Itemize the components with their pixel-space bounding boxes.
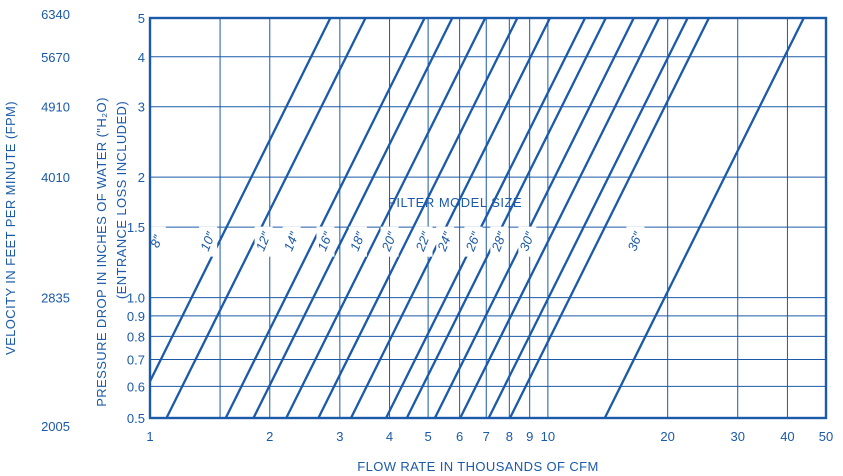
series-label-bg-28 [490,226,509,257]
y-tick-label-4: 4 [138,50,145,65]
series-line-20 [349,18,551,418]
x-tick-labels: 1 2 3 4 5 6 7 8 9 10 20 30 40 50 [146,429,833,444]
series-line-24 [405,18,607,418]
x-tick-label-20: 20 [660,429,674,444]
series-label-22: 22″ [412,229,434,254]
series-label-bg-36 [626,226,645,257]
x-tick-label-30: 30 [730,429,744,444]
series-line-8 [150,18,332,384]
y-axis-label: PRESSURE DROP IN INCHES OF WATER ("H₂O) [94,97,109,407]
series-label-bg-26 [464,226,483,257]
x-tick-label-4: 4 [386,429,393,444]
y-tick-label-0.5: 0.5 [127,411,145,426]
y2-tick-labels: 2005 2835 4010 4910 5670 6340 [41,7,70,434]
y-tick-label-1.0: 1.0 [127,291,145,306]
series-label-bg-18 [348,226,367,257]
y-tick-label-0.6: 0.6 [127,379,145,394]
series-label-26: 26″ [462,229,484,254]
y2-tick-label-5670: 5670 [41,50,70,65]
x-tick-label-1: 1 [146,429,153,444]
y-tick-label-1.5: 1.5 [127,220,145,235]
x-tick-label-10: 10 [541,429,555,444]
series-line-32 [508,18,710,418]
x-tick-label-6: 6 [456,429,463,444]
y-tick-label-2: 2 [138,170,145,185]
series-label-bg-24 [436,226,455,257]
series-label-12: 12″ [253,229,274,253]
x-tick-label-8: 8 [506,429,513,444]
series-line-26 [433,18,635,418]
series-label-30: 30″ [516,229,537,253]
x-tick-label-9: 9 [526,429,533,444]
series-line-12 [224,18,426,418]
series-label-16: 16″ [314,229,335,253]
x-tick-label-5: 5 [424,429,431,444]
series-label-bg-30 [518,226,537,257]
series-line-28 [459,18,661,418]
series-label-bg-8 [147,226,166,257]
series-line-14 [252,18,454,418]
series-label-18: 18″ [347,229,368,253]
x-tick-label-2: 2 [266,429,273,444]
plot-frame [148,16,828,420]
y2-tick-label-4910: 4910 [41,100,70,115]
series-line-16 [285,18,487,418]
series-label-14: 14″ [281,229,302,253]
series-label-20: 20″ [378,229,400,254]
filter-labels: 8″ 10″ 12″ 14″ 16″ 18″ 20″ 22″ 24″ 26″ 28″ 30″ 36″ [147,226,646,257]
series-label-bg-10 [199,226,218,257]
series-label-36: 36″ [624,229,645,253]
y-tick-label-0.7: 0.7 [127,353,145,368]
series-label-bg-12 [254,226,273,257]
series-line-36 [603,18,805,418]
x-tick-label-50: 50 [819,429,833,444]
series-label-8: 8″ [147,233,165,250]
x-tick-label-7: 7 [483,429,490,444]
y2-tick-label-6340: 6340 [41,7,70,22]
y-tick-label-0.8: 0.8 [127,329,145,344]
x-tick-label-40: 40 [780,429,794,444]
y-tick-label-3: 3 [138,100,145,115]
y2-axis-label: VELOCITY IN FEET PER MINUTE (FPM) [3,101,18,355]
y-tick-label-0.9: 0.9 [127,309,145,324]
y-tick-labels: 0.5 0.6 0.7 0.8 0.9 1.0 1.5 2 3 4 5 [127,11,145,426]
x-tick-label-3: 3 [336,429,343,444]
series-label-bg-22 [414,226,433,257]
y-axis-sublabel: (ENTRANCE LOSS INCLUDED) [114,101,129,299]
annotation-filter-model-size: FILTER MODEL SIZE [388,195,522,210]
series-label-24: 24″ [434,229,456,254]
y-tick-label-5: 5 [138,11,145,26]
series-line-30 [487,18,689,418]
series-label-bg-14 [282,226,301,257]
y2-tick-label-2005: 2005 [41,419,70,434]
series-line-22 [385,18,587,418]
series-label-bg-16 [316,226,335,257]
series-line-10 [165,18,367,418]
y2-tick-label-4010: 4010 [41,170,70,185]
x-axis-label: FLOW RATE IN THOUSANDS OF CFM [357,459,599,474]
filter-lines [150,18,805,418]
series-line-18 [317,18,519,418]
series-label-28: 28″ [488,229,510,254]
series-label-10: 10″ [197,229,218,253]
y2-tick-label-2835: 2835 [41,291,70,306]
series-label-bg-20 [380,226,399,257]
